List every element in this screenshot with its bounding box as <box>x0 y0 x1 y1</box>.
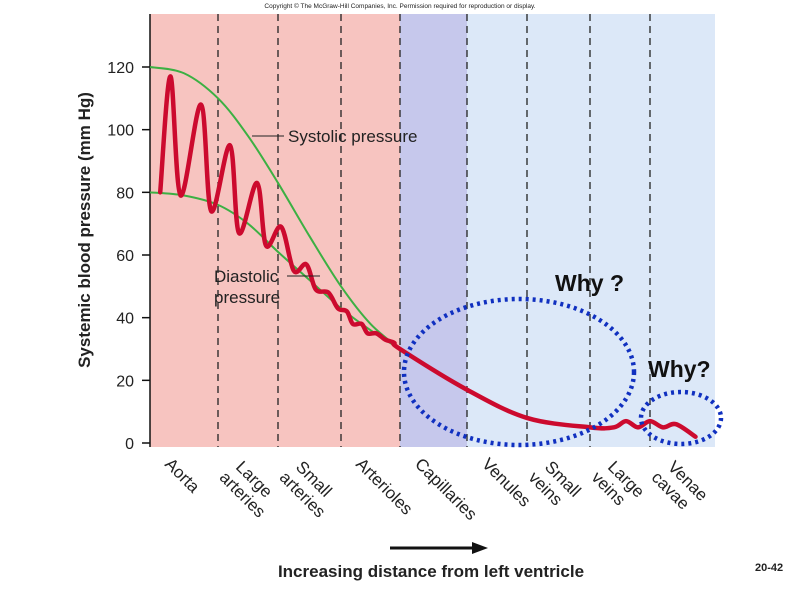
region-3 <box>341 14 400 447</box>
region-label-5: Venules <box>478 454 534 510</box>
why-annotation-2: Why? <box>648 356 711 382</box>
region-label-3-word-0: Arterioles <box>352 454 416 518</box>
region-label-4: Capillaries <box>411 454 481 524</box>
region-2 <box>278 14 341 447</box>
systolic-label: Systolic pressure <box>288 127 417 146</box>
systolic-curve <box>149 66 401 350</box>
y-tick-label-40: 40 <box>116 311 134 328</box>
why-ellipse-veins <box>401 296 637 448</box>
y-tick-label-100: 100 <box>107 123 134 140</box>
y-tick-label-120: 120 <box>107 60 134 77</box>
region-label-0: Aorta <box>161 454 204 497</box>
region-4 <box>400 14 467 447</box>
region-label-0-word-0: Aorta <box>161 454 204 497</box>
region-5 <box>467 14 527 447</box>
region-label-4-word-0: Capillaries <box>411 454 481 524</box>
pressure-curve <box>157 74 698 439</box>
region-labels: Aorta Largearteries Smallarteries Arteriole… <box>161 454 711 524</box>
y-tick-label-0: 0 <box>125 436 134 453</box>
y-tick-labels: 0 20 40 60 80 100 120 <box>107 60 150 453</box>
region-label-7: Largeveins <box>588 454 648 514</box>
y-tick-label-60: 60 <box>116 248 134 265</box>
pulsatile-pressure-line <box>157 74 698 439</box>
region-7 <box>590 14 650 447</box>
region-label-6: Smallveins <box>525 454 585 514</box>
region-label-8: Venaecavae <box>648 454 712 518</box>
region-label-3: Arterioles <box>352 454 416 518</box>
diastolic-label-line2: pressure <box>214 288 280 307</box>
why-ellipse-venae-cavae <box>638 389 724 447</box>
region-label-1: Largearteries <box>216 454 283 521</box>
why-annotation-1: Why ? <box>555 270 624 296</box>
diastolic-label-line1: Diastolic <box>214 267 279 286</box>
region-backgrounds <box>150 14 715 447</box>
region-8 <box>650 14 715 447</box>
region-6 <box>527 14 590 447</box>
region-label-5-word-0: Venules <box>478 454 534 510</box>
y-tick-label-80: 80 <box>116 185 134 202</box>
copyright-text: Copyright © The McGraw-Hill Companies, I… <box>264 2 535 10</box>
region-0 <box>150 14 218 447</box>
y-tick-label-20: 20 <box>116 373 134 390</box>
x-axis-title: Increasing distance from left ventricle <box>278 562 584 581</box>
slide-number: 20-42 <box>755 562 783 574</box>
region-1 <box>218 14 278 447</box>
y-axis-title: Systemic blood pressure (mm Hg) <box>75 92 94 368</box>
region-label-2: Smallarteries <box>276 454 343 521</box>
direction-arrow-head-icon <box>472 542 488 554</box>
